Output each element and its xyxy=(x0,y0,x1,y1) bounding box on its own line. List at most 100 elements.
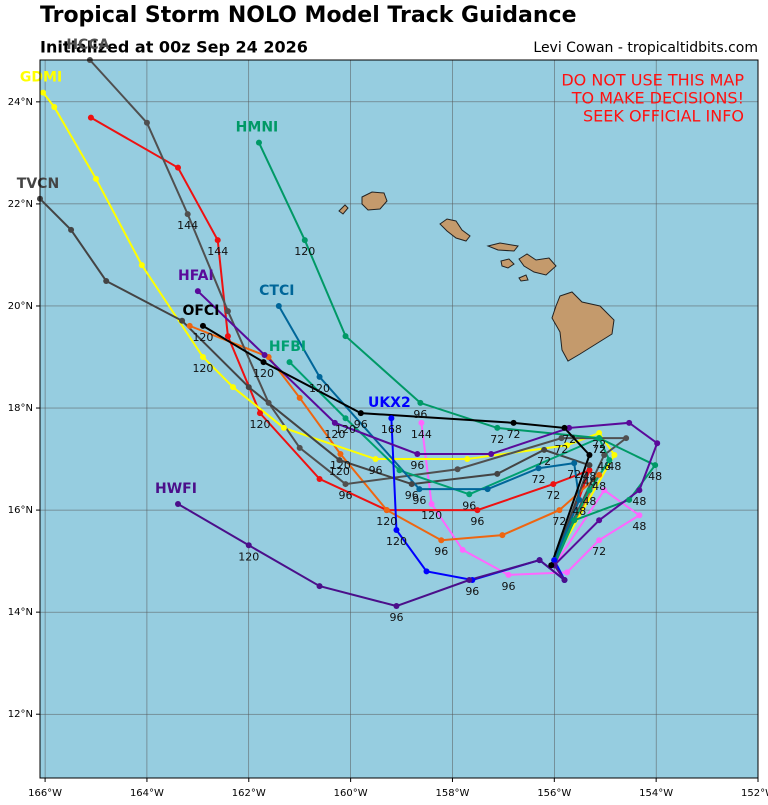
forecast-hour-label: 144 xyxy=(207,245,228,258)
forecast-hour-label: 48 xyxy=(607,460,621,473)
track-line xyxy=(277,305,581,561)
track-line xyxy=(89,59,630,561)
track-point xyxy=(499,532,506,539)
track-point xyxy=(93,175,100,182)
track-point xyxy=(561,424,568,431)
model-name: HFAI xyxy=(178,268,214,284)
track-point xyxy=(393,526,400,533)
forecast-hour-label: 168 xyxy=(381,423,402,436)
track-point xyxy=(464,456,471,463)
y-tick-label: 20°N xyxy=(8,301,33,312)
track-point xyxy=(418,419,425,426)
forecast-hour-label: 96 xyxy=(405,489,419,502)
track-point xyxy=(396,467,403,474)
track-point xyxy=(51,103,58,110)
track-point xyxy=(408,481,415,488)
track-point xyxy=(301,237,308,244)
forecast-hour-label: 48 xyxy=(582,495,596,508)
forecast-hour-label: 48 xyxy=(632,495,646,508)
track-point xyxy=(357,410,364,417)
forecast-hour-label: 72 xyxy=(562,433,576,446)
track-point xyxy=(601,487,608,494)
track-point xyxy=(214,237,221,244)
forecast-hour-label: 96 xyxy=(462,499,476,512)
track-point xyxy=(652,462,659,469)
forecast-hour-label: 120 xyxy=(335,423,356,436)
track-point xyxy=(331,419,338,426)
track-point xyxy=(564,569,571,576)
track-point xyxy=(336,457,343,464)
forecast-hour-label: 72 xyxy=(537,455,551,468)
track-point xyxy=(505,571,512,578)
track-point xyxy=(417,399,424,406)
track-point xyxy=(606,457,613,464)
track-point xyxy=(316,583,323,590)
forecast-hour-label: 72 xyxy=(592,443,606,456)
track-point xyxy=(494,470,501,477)
forecast-hour-label: 96 xyxy=(470,515,484,528)
model-name: GDMI xyxy=(20,70,62,86)
track-point xyxy=(626,419,633,426)
forecast-hour-label: 120 xyxy=(376,515,397,528)
track-point xyxy=(576,496,583,503)
track-point xyxy=(636,512,643,519)
track-point xyxy=(586,451,593,458)
track-point xyxy=(548,562,555,569)
track-point xyxy=(636,487,643,494)
track-point xyxy=(184,211,191,218)
map-frame xyxy=(39,59,759,779)
track-point xyxy=(601,451,608,458)
track-point xyxy=(488,450,495,457)
forecast-hour-label: 72 xyxy=(490,433,504,446)
x-tick-label: 162°W xyxy=(232,788,266,799)
track-point xyxy=(245,384,252,391)
track-point xyxy=(550,481,557,488)
track-point xyxy=(265,399,272,406)
forecast-hour-label: 72 xyxy=(507,428,521,441)
track-point xyxy=(260,359,267,366)
track-point xyxy=(286,359,293,366)
track-point xyxy=(224,333,231,340)
x-tick-label: 160°W xyxy=(334,788,368,799)
track-point xyxy=(596,537,603,544)
forecast-hour-label: 48 xyxy=(592,480,606,493)
forecast-hour-label: 72 xyxy=(552,515,566,528)
forecast-hour-label: 144 xyxy=(177,219,198,232)
track-point xyxy=(571,460,578,467)
track-point xyxy=(68,226,75,233)
subtitle: Initialized at 00z Sep 24 2026 xyxy=(40,38,308,57)
model-name: OFCI xyxy=(182,303,219,319)
forecast-hour-label: 48 xyxy=(648,470,662,483)
track-point xyxy=(654,440,661,447)
title: Tropical Storm NOLO Model Track Guidance xyxy=(40,3,577,28)
forecast-hour-label: 48 xyxy=(632,520,646,533)
track-point xyxy=(494,424,501,431)
forecast-hour-label: 72 xyxy=(532,473,546,486)
track-point xyxy=(103,277,110,284)
forecast-hour-label: 96 xyxy=(354,418,368,431)
track-point xyxy=(536,557,543,564)
y-tick-label: 12°N xyxy=(8,709,33,720)
track-point xyxy=(199,322,206,329)
forecast-hour-label: 96 xyxy=(410,459,424,472)
track-point xyxy=(623,435,630,442)
forecast-hour-label: 72 xyxy=(546,489,560,502)
forecast-hour-label: 120 xyxy=(249,418,270,431)
track-point xyxy=(337,450,344,457)
forecast-hour-label: 72 xyxy=(592,545,606,558)
forecast-hour-label: 72 xyxy=(554,443,568,456)
track-point xyxy=(466,577,473,584)
forecast-hour-label: 48 xyxy=(582,475,596,488)
track-point xyxy=(571,517,578,524)
track-point xyxy=(428,500,435,507)
x-tick-label: 154°W xyxy=(639,788,673,799)
forecast-hour-label: 72 xyxy=(592,438,606,451)
track-line xyxy=(288,361,611,561)
x-tick-label: 166°W xyxy=(28,788,62,799)
track-point xyxy=(586,487,593,494)
track-point xyxy=(423,568,430,575)
warning-line: SEEK OFFICIAL INFO xyxy=(583,107,744,126)
